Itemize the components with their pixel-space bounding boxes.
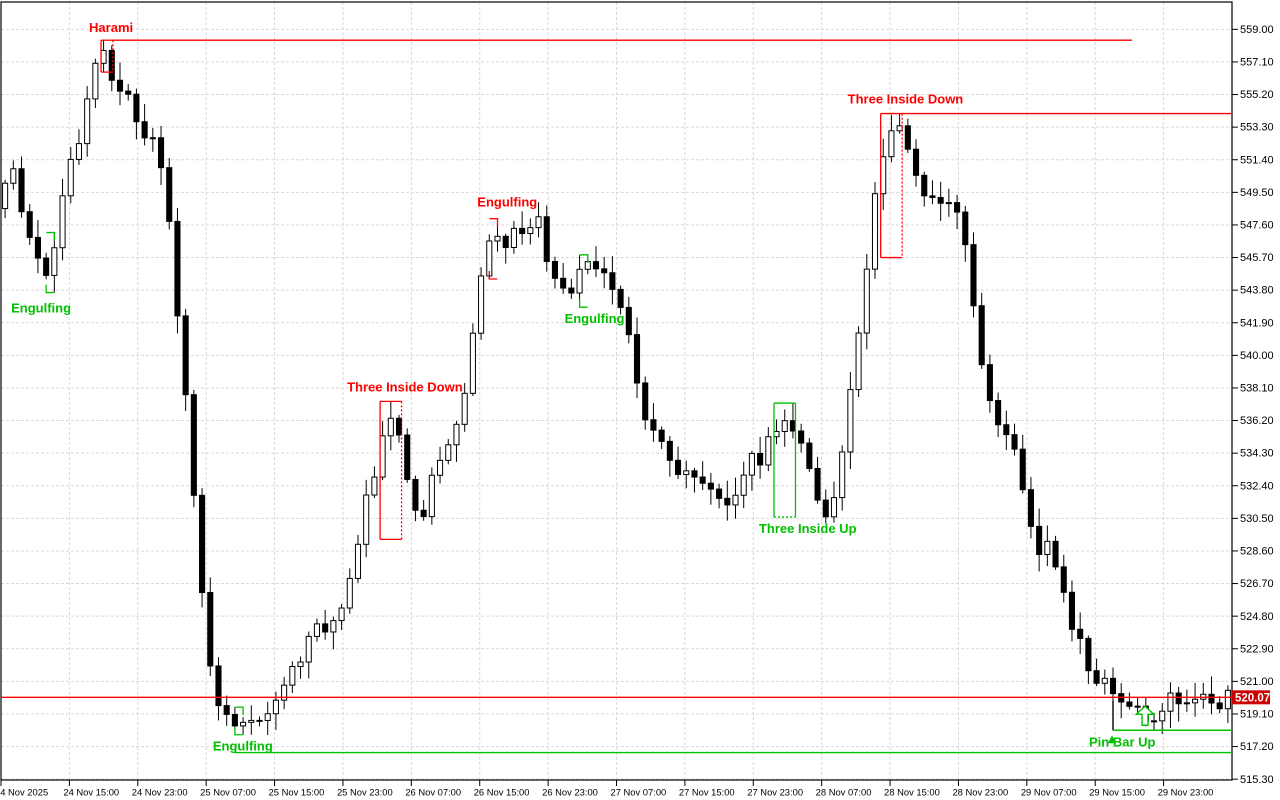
svg-text:520.07: 520.07 — [1235, 692, 1270, 704]
svg-text:29 Nov 15:00: 29 Nov 15:00 — [1089, 787, 1145, 798]
svg-text:530.50: 530.50 — [1240, 513, 1274, 525]
svg-text:526.70: 526.70 — [1240, 578, 1274, 590]
svg-text:29 Nov 23:00: 29 Nov 23:00 — [1158, 787, 1214, 798]
svg-text:540.00: 540.00 — [1240, 350, 1274, 362]
svg-text:Engulfing: Engulfing — [213, 739, 273, 754]
svg-text:25 Nov 07:00: 25 Nov 07:00 — [200, 787, 256, 798]
svg-text:Pin Bar Up: Pin Bar Up — [1089, 734, 1156, 749]
svg-text:Engulfing: Engulfing — [477, 195, 537, 210]
svg-text:522.90: 522.90 — [1240, 643, 1274, 655]
svg-text:547.60: 547.60 — [1240, 220, 1274, 232]
svg-text:29 Nov 07:00: 29 Nov 07:00 — [1021, 787, 1077, 798]
svg-text:541.90: 541.90 — [1240, 317, 1274, 329]
svg-text:24 Nov 2025: 24 Nov 2025 — [0, 787, 48, 798]
svg-text:521.00: 521.00 — [1240, 676, 1274, 688]
svg-text:26 Nov 15:00: 26 Nov 15:00 — [474, 787, 530, 798]
svg-text:557.10: 557.10 — [1240, 57, 1274, 69]
svg-text:24 Nov 23:00: 24 Nov 23:00 — [132, 787, 188, 798]
svg-text:532.40: 532.40 — [1240, 480, 1274, 492]
svg-text:Engulfing: Engulfing — [565, 311, 625, 326]
svg-text:515.30: 515.30 — [1240, 774, 1274, 786]
svg-text:534.30: 534.30 — [1240, 448, 1274, 460]
svg-text:26 Nov 23:00: 26 Nov 23:00 — [542, 787, 598, 798]
svg-text:24 Nov 15:00: 24 Nov 15:00 — [63, 787, 119, 798]
svg-text:Engulfing: Engulfing — [11, 301, 71, 316]
svg-text:528.60: 528.60 — [1240, 546, 1274, 558]
svg-text:27 Nov 15:00: 27 Nov 15:00 — [679, 787, 735, 798]
svg-text:536.20: 536.20 — [1240, 415, 1274, 427]
svg-text:27 Nov 23:00: 27 Nov 23:00 — [747, 787, 803, 798]
svg-text:545.70: 545.70 — [1240, 252, 1274, 264]
svg-text:559.00: 559.00 — [1240, 24, 1274, 36]
svg-text:Three Inside Up: Three Inside Up — [759, 521, 857, 536]
svg-text:Three Inside Down: Three Inside Down — [347, 379, 463, 394]
svg-text:549.50: 549.50 — [1240, 187, 1274, 199]
svg-text:519.10: 519.10 — [1240, 709, 1274, 721]
svg-text:28 Nov 23:00: 28 Nov 23:00 — [952, 787, 1008, 798]
svg-text:551.40: 551.40 — [1240, 154, 1274, 166]
svg-text:524.80: 524.80 — [1240, 611, 1274, 623]
svg-text:25 Nov 15:00: 25 Nov 15:00 — [269, 787, 325, 798]
svg-text:25 Nov 23:00: 25 Nov 23:00 — [337, 787, 393, 798]
svg-text:26 Nov 07:00: 26 Nov 07:00 — [405, 787, 461, 798]
svg-text:517.20: 517.20 — [1240, 741, 1274, 753]
svg-text:543.80: 543.80 — [1240, 285, 1274, 297]
svg-text:27 Nov 07:00: 27 Nov 07:00 — [611, 787, 667, 798]
svg-text:538.10: 538.10 — [1240, 383, 1274, 395]
svg-text:555.20: 555.20 — [1240, 89, 1274, 101]
svg-text:Harami: Harami — [89, 20, 133, 35]
svg-text:Three Inside Down: Three Inside Down — [848, 92, 964, 107]
svg-text:28 Nov 15:00: 28 Nov 15:00 — [884, 787, 940, 798]
svg-text:553.30: 553.30 — [1240, 122, 1274, 134]
svg-text:28 Nov 07:00: 28 Nov 07:00 — [816, 787, 872, 798]
